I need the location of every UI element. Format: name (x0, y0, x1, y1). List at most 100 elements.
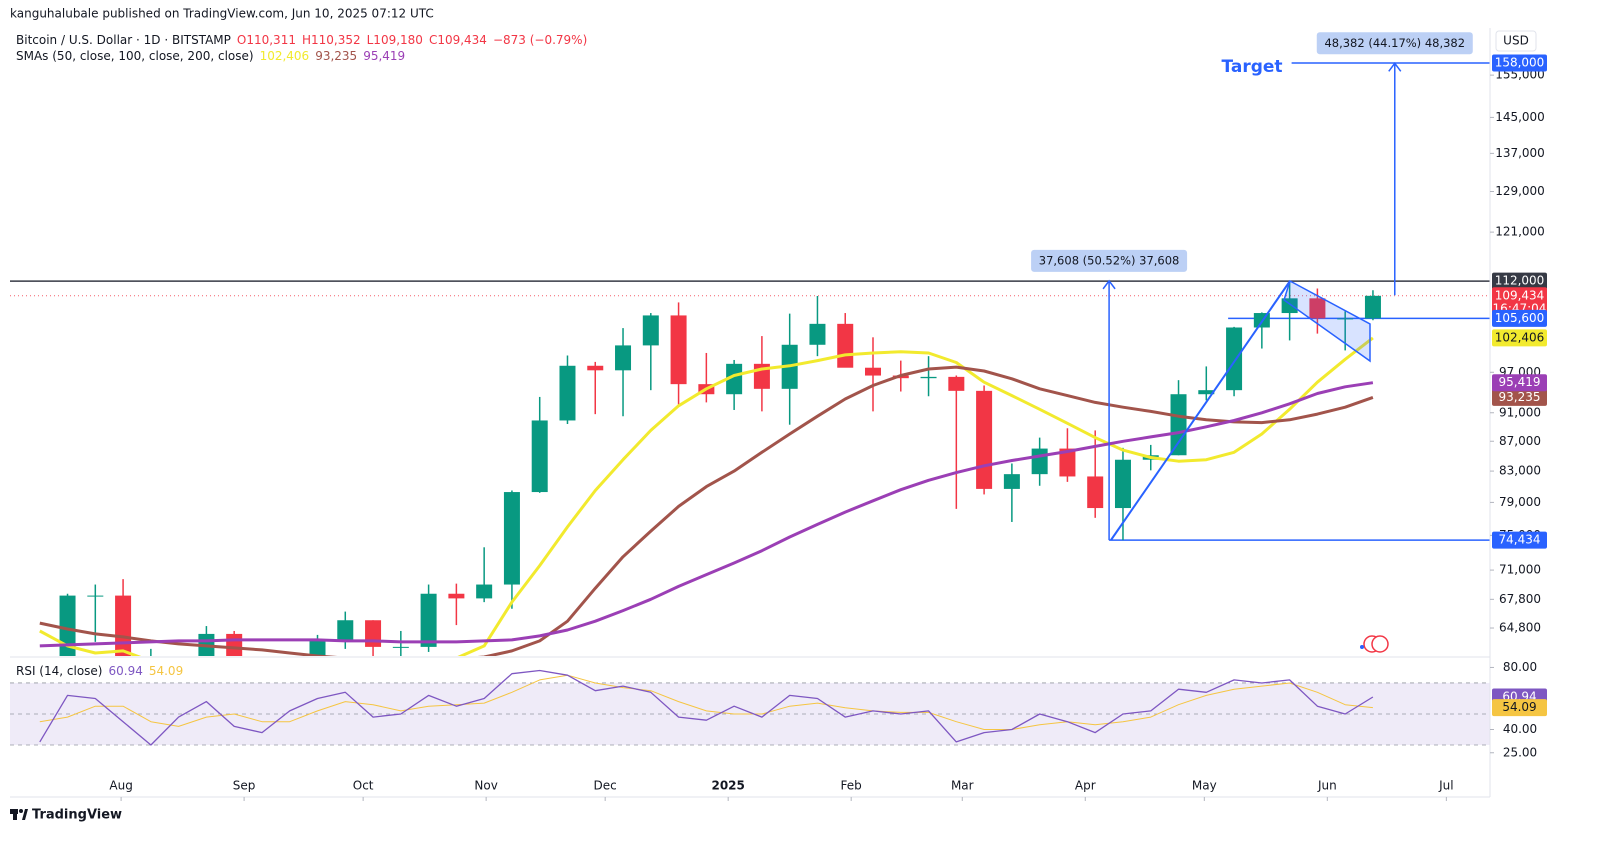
y-tick-label: 71,000 (1499, 563, 1541, 577)
sma-line (39, 365, 1374, 656)
y-tick-label: 25.00 (1503, 745, 1537, 759)
rsi-badge-label: 54.09 (1502, 700, 1536, 714)
candle-body (865, 367, 882, 376)
candle-body (392, 646, 409, 648)
y-tick-label: 83,000 (1499, 464, 1541, 478)
rsi-badge (1492, 699, 1547, 717)
y-tick-label: 79,000 (1499, 495, 1541, 509)
price-badge-label: 112,000 (1495, 274, 1545, 288)
axis-layer: 64,80067,80071,00075,00079,00083,00087,0… (109, 54, 1547, 801)
price-badge (1492, 309, 1547, 327)
sma-line (39, 336, 1374, 656)
rsi-value: 60.94 (108, 664, 142, 678)
x-tick-label: Oct (353, 779, 374, 793)
candle-body (670, 315, 687, 385)
measure-arrowhead (1102, 279, 1116, 290)
y-tick-label: 121,000 (1495, 225, 1545, 239)
brand: TradingView (32, 808, 122, 823)
y-tick-label: 145,000 (1495, 110, 1545, 124)
event-icon (1360, 635, 1389, 653)
sma-value: 102,406 (260, 49, 310, 63)
y-tick-label: 40.00 (1503, 722, 1537, 736)
x-tick-label: Apr (1075, 779, 1096, 793)
candle-body (948, 376, 965, 391)
currency-box (1495, 30, 1537, 52)
ohlc: C109,434 (429, 33, 487, 47)
measure-label: 48,382 (44.17%) 48,382 (1324, 36, 1465, 50)
y-tick-label: 64,800 (1499, 621, 1541, 635)
flag-channel (1283, 279, 1371, 363)
publisher: kanguhalubale published on TradingView.c… (10, 7, 434, 21)
price-badge (1492, 374, 1547, 392)
price-badge-label: 74,434 (1499, 533, 1541, 547)
price-pane (10, 62, 1490, 656)
price-badge (1492, 388, 1547, 406)
logo-part (13, 809, 17, 820)
candle-body (476, 584, 493, 599)
price-badge-label: 95,419 (1499, 375, 1541, 389)
candle-body (615, 345, 632, 371)
currency: USD (1503, 34, 1529, 48)
price-badge (1492, 272, 1547, 290)
candle-body (920, 376, 937, 379)
drawings (1110, 279, 1371, 541)
event-icon-dot (1360, 645, 1364, 649)
candle-body (1226, 327, 1243, 391)
x-tick-label: 2025 (711, 779, 744, 793)
candle-body (1309, 298, 1326, 319)
sma-line (39, 381, 1374, 648)
y-tick-label: 91,000 (1499, 405, 1541, 419)
candle-body (726, 363, 743, 395)
candle-body (1337, 318, 1354, 320)
y-tick-label: 137,000 (1495, 146, 1545, 160)
x-tick-label: Aug (109, 779, 132, 793)
ohlc: O110,311 (237, 33, 296, 47)
candle-body (1059, 448, 1076, 477)
measure-label-box (1031, 249, 1188, 272)
candle-body (365, 620, 382, 647)
measure-label-box (1316, 32, 1473, 55)
price-badge-label: 109,434 (1495, 288, 1545, 302)
candle-body (587, 365, 604, 371)
candle-body (809, 323, 826, 345)
sma-value: 93,235 (315, 49, 357, 63)
measure-arrowhead (1388, 62, 1402, 72)
candle-body (115, 595, 132, 656)
candle-body (1364, 295, 1381, 319)
x-tick-label: Nov (474, 779, 497, 793)
candle-body (976, 390, 993, 489)
symbol: Bitcoin / U.S. Dollar · 1D · BITSTAMP (16, 33, 231, 47)
ohlc: H110,352 (302, 33, 361, 47)
sma-value: 95,419 (363, 49, 405, 63)
event-icon-circle (1371, 635, 1389, 653)
price-badge-label: 105,600 (1495, 311, 1545, 325)
y-tick-label: 129,000 (1495, 184, 1545, 198)
x-tick-label: Dec (594, 779, 617, 793)
x-tick-label: Mar (951, 779, 974, 793)
price-badge-label: 93,235 (1499, 390, 1541, 404)
candle-body (1003, 474, 1020, 489)
candle-body (642, 315, 659, 346)
candle-body (531, 420, 548, 493)
y-tick-label: 80.00 (1503, 660, 1537, 674)
price-badge (1492, 287, 1547, 318)
rsi-pane (10, 669, 1490, 746)
measure-label: 37,608 (50.52%) 37,608 (1039, 253, 1180, 267)
x-tick-label: Feb (841, 779, 862, 793)
candle-body (503, 492, 520, 585)
rsi-line (39, 669, 1374, 746)
logo-part (19, 809, 23, 813)
x-tick-label: Jul (1438, 779, 1453, 793)
ohlc: L109,180 (367, 33, 423, 47)
candle-body (1031, 448, 1048, 475)
candle-body (1198, 390, 1215, 395)
change: −873 (−0.79%) (493, 33, 587, 47)
indicator-legend: SMAs (50, close, 100, close, 200, close)… (16, 49, 405, 63)
price-badge-label: 158,000 (1495, 55, 1545, 69)
x-tick-label: May (1192, 779, 1217, 793)
rsi-value: 54.09 (149, 664, 183, 678)
rsi-line (39, 674, 1373, 730)
